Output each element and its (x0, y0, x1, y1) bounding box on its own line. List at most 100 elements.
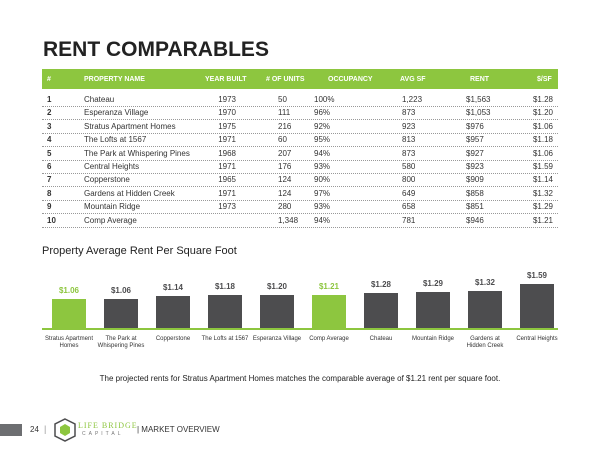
value-label: $1.14 (162, 283, 184, 293)
bar (364, 292, 398, 328)
table-cell: 658 (402, 202, 416, 212)
row-number: 1 (47, 95, 52, 104)
category-label: The Lofts at 1567 (201, 336, 249, 342)
category-label: Copperstone (155, 336, 191, 342)
row-divider (42, 106, 558, 107)
table-header: # OF UNITS (266, 76, 305, 83)
table-cell: 1,223 (402, 95, 423, 104)
table-header: RENT (470, 76, 490, 83)
bar (416, 292, 450, 328)
footer-bar (0, 424, 22, 436)
row-divider (42, 159, 558, 161)
table-cell: 781 (402, 215, 416, 225)
value-label: $1.29 (422, 279, 444, 289)
table-cell: $909 (466, 175, 484, 185)
table-cell: 124 (278, 188, 292, 198)
row-divider (42, 186, 558, 188)
table-header: PROPERTY NAME (84, 76, 145, 83)
value-label: $1.06 (58, 285, 80, 295)
table-cell: $1.14 (532, 175, 553, 185)
bar (312, 294, 346, 328)
table-cell: 923 (402, 121, 416, 131)
value-label: $1.21 (318, 281, 340, 291)
table-cell: 649 (402, 188, 416, 198)
table-cell: $1.06 (532, 148, 553, 158)
table-cell: The Park at Whispering Pines (84, 148, 190, 158)
value-label: $1.28 (370, 279, 392, 289)
logo-text: LIFE BRIDGE (78, 421, 138, 430)
table-cell: $976 (466, 121, 484, 131)
table-cell: The Lofts at 1567 (84, 135, 147, 145)
table-header: $/SF (537, 76, 552, 83)
value-label: $1.20 (266, 281, 288, 291)
row-number: 3 (47, 121, 52, 131)
table-cell: Gardens at Hidden Creek (84, 188, 175, 198)
table-cell: $851 (466, 202, 484, 212)
value-label: $1.59 (526, 271, 548, 280)
table-cell: Mountain Ridge (84, 202, 141, 212)
table-cell: 176 (278, 162, 292, 171)
bar (156, 296, 190, 328)
table-header: OCCUPANCY (328, 76, 373, 83)
table-header-bar (42, 69, 558, 89)
row-divider (42, 119, 558, 121)
logo-mark (54, 418, 76, 442)
table-cell: $946 (466, 215, 484, 225)
value-label: $1.32 (474, 278, 496, 288)
category-label: Esperanza Village (252, 336, 302, 342)
row-divider (42, 173, 558, 174)
table-cell: $1.28 (532, 95, 553, 104)
table-cell: 1973 (218, 95, 236, 104)
row-number: 4 (47, 135, 52, 145)
table-cell: 280 (278, 202, 292, 212)
table-cell: 1971 (218, 188, 236, 198)
table-cell: 216 (278, 121, 292, 131)
table-cell: 96% (314, 108, 331, 118)
table-cell: $923 (466, 162, 484, 171)
row-number: 8 (47, 188, 52, 198)
row-number: 5 (47, 148, 52, 158)
table-cell: $1.20 (532, 108, 553, 118)
table-cell: $1.59 (532, 162, 553, 171)
page-title: RENT COMPARABLES (43, 38, 269, 61)
row-divider (42, 213, 558, 215)
row-number: 9 (47, 202, 52, 212)
table-cell: 100% (314, 95, 335, 104)
chart-baseline (42, 328, 558, 330)
row-number: 7 (47, 175, 52, 185)
category-label: Stratus Apartment Homes (44, 336, 94, 349)
table-header: # (47, 76, 51, 83)
value-label: $1.18 (214, 282, 236, 292)
table-cell: 1971 (218, 162, 236, 171)
row-divider (42, 146, 558, 148)
bar (104, 298, 138, 328)
category-label: Gardens at Hidden Creek (466, 336, 504, 349)
table-cell: 207 (278, 148, 292, 158)
table-cell: 580 (402, 162, 416, 171)
table-cell: Central Heights (84, 162, 140, 171)
table-cell: 93% (314, 162, 331, 171)
table-cell: 95% (314, 135, 331, 145)
table-cell: 873 (402, 108, 416, 118)
row-number: 6 (47, 162, 52, 171)
chart-title: Property Average Rent Per Square Foot (42, 245, 237, 257)
table-cell: 94% (314, 148, 331, 158)
table-cell: $927 (466, 148, 484, 158)
table-cell: $1.32 (532, 188, 553, 198)
bar (52, 298, 86, 328)
category-label: Mountain Ridge (411, 336, 455, 342)
bar (260, 294, 294, 328)
table-cell: 1973 (218, 202, 236, 212)
table-cell: $1.18 (532, 135, 553, 145)
table-cell: Stratus Apartment Homes (84, 121, 176, 131)
table-cell: 873 (402, 148, 416, 158)
table-cell: 1971 (218, 135, 236, 145)
bar (520, 284, 554, 328)
table-cell: 94% (314, 215, 331, 225)
table-cell: 93% (314, 202, 331, 212)
bar (208, 295, 242, 328)
table-cell: 97% (314, 188, 331, 198)
table-cell: 1968 (218, 148, 236, 158)
row-divider (42, 132, 558, 134)
